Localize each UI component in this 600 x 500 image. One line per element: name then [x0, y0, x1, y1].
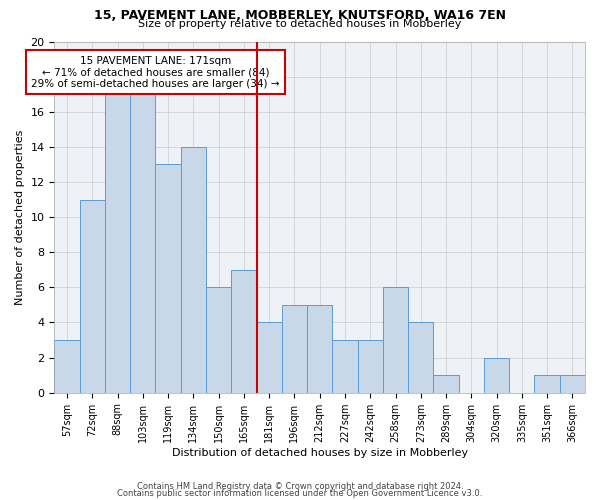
- Text: 15, PAVEMENT LANE, MOBBERLEY, KNUTSFORD, WA16 7EN: 15, PAVEMENT LANE, MOBBERLEY, KNUTSFORD,…: [94, 9, 506, 22]
- Bar: [105, 94, 130, 392]
- Bar: [55, 340, 80, 392]
- Bar: [560, 375, 585, 392]
- Bar: [332, 340, 358, 392]
- Bar: [282, 305, 307, 392]
- X-axis label: Distribution of detached houses by size in Mobberley: Distribution of detached houses by size …: [172, 448, 468, 458]
- Text: Size of property relative to detached houses in Mobberley: Size of property relative to detached ho…: [139, 19, 461, 29]
- Bar: [206, 288, 231, 393]
- Bar: [80, 200, 105, 392]
- Bar: [231, 270, 257, 392]
- Y-axis label: Number of detached properties: Number of detached properties: [15, 130, 25, 305]
- Bar: [358, 340, 383, 392]
- Bar: [433, 375, 458, 392]
- Bar: [307, 305, 332, 392]
- Bar: [181, 147, 206, 392]
- Text: Contains public sector information licensed under the Open Government Licence v3: Contains public sector information licen…: [118, 490, 482, 498]
- Bar: [484, 358, 509, 392]
- Bar: [130, 94, 155, 392]
- Text: 15 PAVEMENT LANE: 171sqm
← 71% of detached houses are smaller (84)
29% of semi-d: 15 PAVEMENT LANE: 171sqm ← 71% of detach…: [31, 56, 280, 88]
- Bar: [155, 164, 181, 392]
- Bar: [535, 375, 560, 392]
- Bar: [408, 322, 433, 392]
- Bar: [383, 288, 408, 393]
- Text: Contains HM Land Registry data © Crown copyright and database right 2024.: Contains HM Land Registry data © Crown c…: [137, 482, 463, 491]
- Bar: [257, 322, 282, 392]
